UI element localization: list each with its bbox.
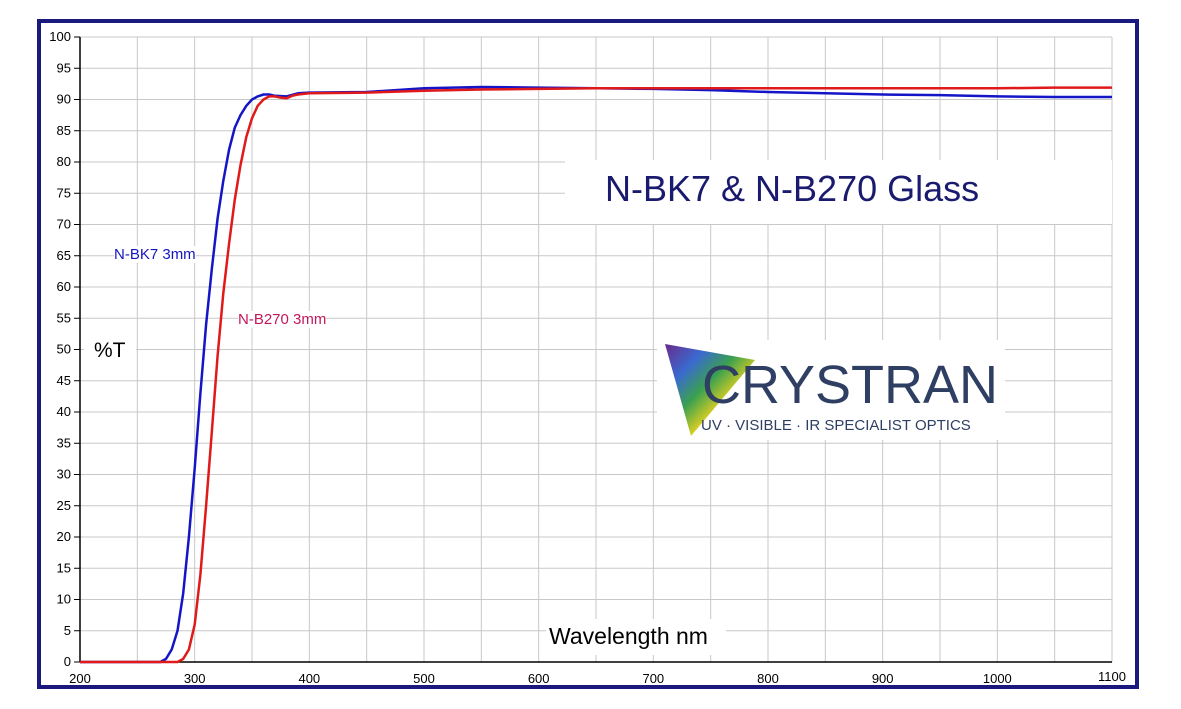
x-tick-label: 200: [69, 671, 91, 686]
series-label-n-b270: N-B270 3mm: [238, 311, 327, 328]
crystran-logo: CRYSTRAN UV · VISIBLE · IR SPECIALIST OP…: [657, 340, 1005, 440]
y-tick-label: 0: [64, 654, 71, 669]
y-axis-label-box: %T: [84, 331, 136, 375]
x-tick-label: 500: [413, 671, 435, 686]
x-tick-label: 300: [184, 671, 206, 686]
x-axis-label: Wavelength nm: [549, 623, 708, 649]
y-tick-label: 50: [57, 342, 71, 357]
y-tick-label: 10: [57, 592, 71, 607]
series-line-0: [80, 85, 1112, 664]
x-tick-label: 400: [298, 671, 320, 686]
y-tick-label: 5: [64, 623, 71, 638]
x-tick-label: 800: [757, 671, 779, 686]
chart-title: N-BK7 & N-B270 Glass: [605, 168, 980, 209]
y-tick-label: 40: [57, 404, 71, 419]
y-tick-label: 60: [57, 279, 71, 294]
y-tick-label: 65: [57, 248, 71, 263]
x-tick-label: 1100: [1098, 669, 1126, 684]
y-tick-label: 80: [57, 154, 71, 169]
x-axis-label-box: Wavelength nm: [546, 619, 726, 655]
x-tick-label: 600: [528, 671, 550, 686]
x-tick-label: 900: [872, 671, 894, 686]
y-axis-label: %T: [94, 339, 126, 362]
x-tick-label: 700: [642, 671, 664, 686]
logo-tagline: UV · VISIBLE · IR SPECIALIST OPTICS: [701, 417, 971, 434]
prism-icon: [665, 344, 755, 436]
y-tick-label: 20: [57, 529, 71, 544]
y-tick-label: 90: [57, 92, 71, 107]
y-tick-label: 45: [57, 373, 71, 388]
y-tick-label: 55: [57, 310, 71, 325]
y-tick-label: 35: [57, 435, 71, 450]
y-tick-label: 75: [57, 185, 71, 200]
y-tick-label: 85: [57, 123, 71, 138]
title-box: N-BK7 & N-B270 Glass: [565, 160, 1112, 224]
series-label-n-bk7: N-BK7 3mm: [114, 246, 196, 263]
x-tick-label: 1000: [983, 671, 1012, 686]
y-tick-label: 15: [57, 560, 71, 575]
y-tick-label: 100: [49, 29, 71, 44]
y-tick-label: 25: [57, 498, 71, 513]
y-tick-label: 70: [57, 217, 71, 232]
y-tick-label: 95: [57, 60, 71, 75]
y-tick-label: 30: [57, 467, 71, 482]
logo-wordmark: CRYSTRAN: [702, 355, 999, 415]
series-line-1: [80, 86, 1112, 664]
